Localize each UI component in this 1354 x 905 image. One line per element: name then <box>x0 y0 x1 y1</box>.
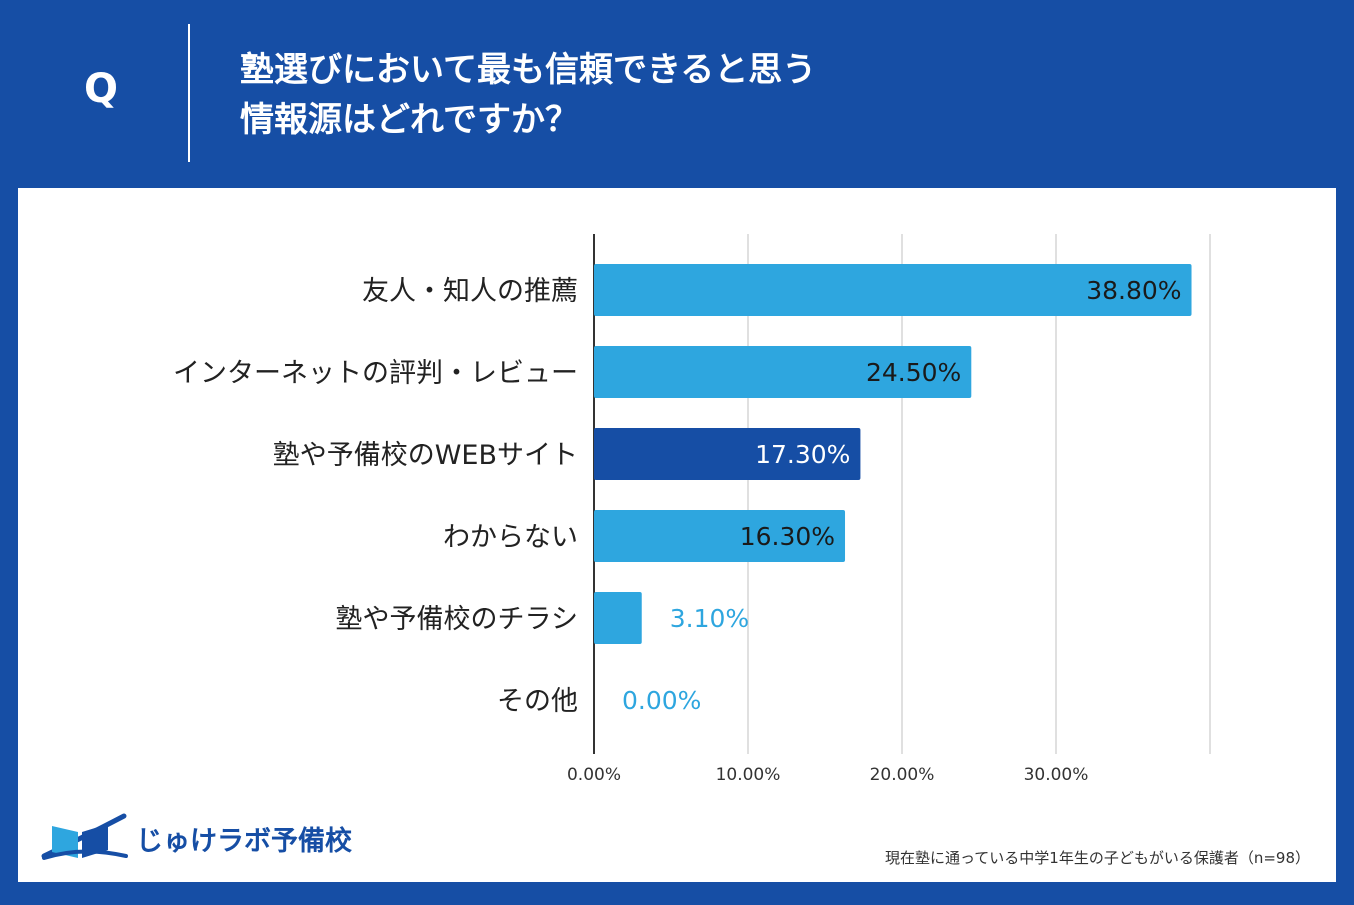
x-tick-label-2: 20.00% <box>870 765 935 785</box>
bar-3 <box>594 510 846 562</box>
value-label-4: 3.10% <box>670 604 749 633</box>
x-tick-label-0: 0.00% <box>567 765 621 785</box>
bar-4 <box>594 592 642 644</box>
value-label-1: 24.50% <box>866 358 961 387</box>
brand-name: じゅけラボ予備校 <box>136 825 352 857</box>
value-label-3: 16.30% <box>740 522 835 551</box>
bar-1 <box>594 346 972 398</box>
bar-2 <box>594 428 861 480</box>
question-title-line-1: 塾選びにおいて最も信頼できると思う <box>240 50 817 90</box>
category-label-5: その他 <box>497 686 578 717</box>
category-label-1: インターネットの評判・レビュー <box>173 358 578 389</box>
category-label-4: 塾や予備校のチラシ <box>336 604 578 635</box>
x-tick-label-3: 30.00% <box>1024 765 1089 785</box>
book-swoosh-icon <box>41 813 128 860</box>
sample-note: 現在塾に通っている中学1年生の子どもがいる保護者（n=98） <box>885 849 1310 867</box>
value-label-2: 17.30% <box>755 440 850 469</box>
category-label-2: 塾や予備校のWEBサイト <box>273 440 578 471</box>
category-label-0: 友人・知人の推薦 <box>362 276 578 307</box>
category-label-3: わからない <box>443 522 578 553</box>
question-title-line-2: 情報源はどれですか？ <box>240 100 579 140</box>
value-label-5: 0.00% <box>622 686 701 715</box>
question-marker: Q <box>84 66 119 112</box>
x-tick-label-1: 10.00% <box>716 765 781 785</box>
bar-0 <box>594 264 1192 316</box>
header-divider <box>188 24 190 162</box>
brand-logo: じゅけラボ予備校 <box>38 810 352 866</box>
bar-chart: 友人・知人の推薦 38.80% インターネットの評判・レビュー 24.50% 塾や予備校… <box>173 234 1211 785</box>
value-label-0: 38.80% <box>1086 276 1181 305</box>
chart-panel: 友人・知人の推薦 38.80% インターネットの評判・レビュー 24.50% 塾や予備校… <box>18 188 1336 882</box>
